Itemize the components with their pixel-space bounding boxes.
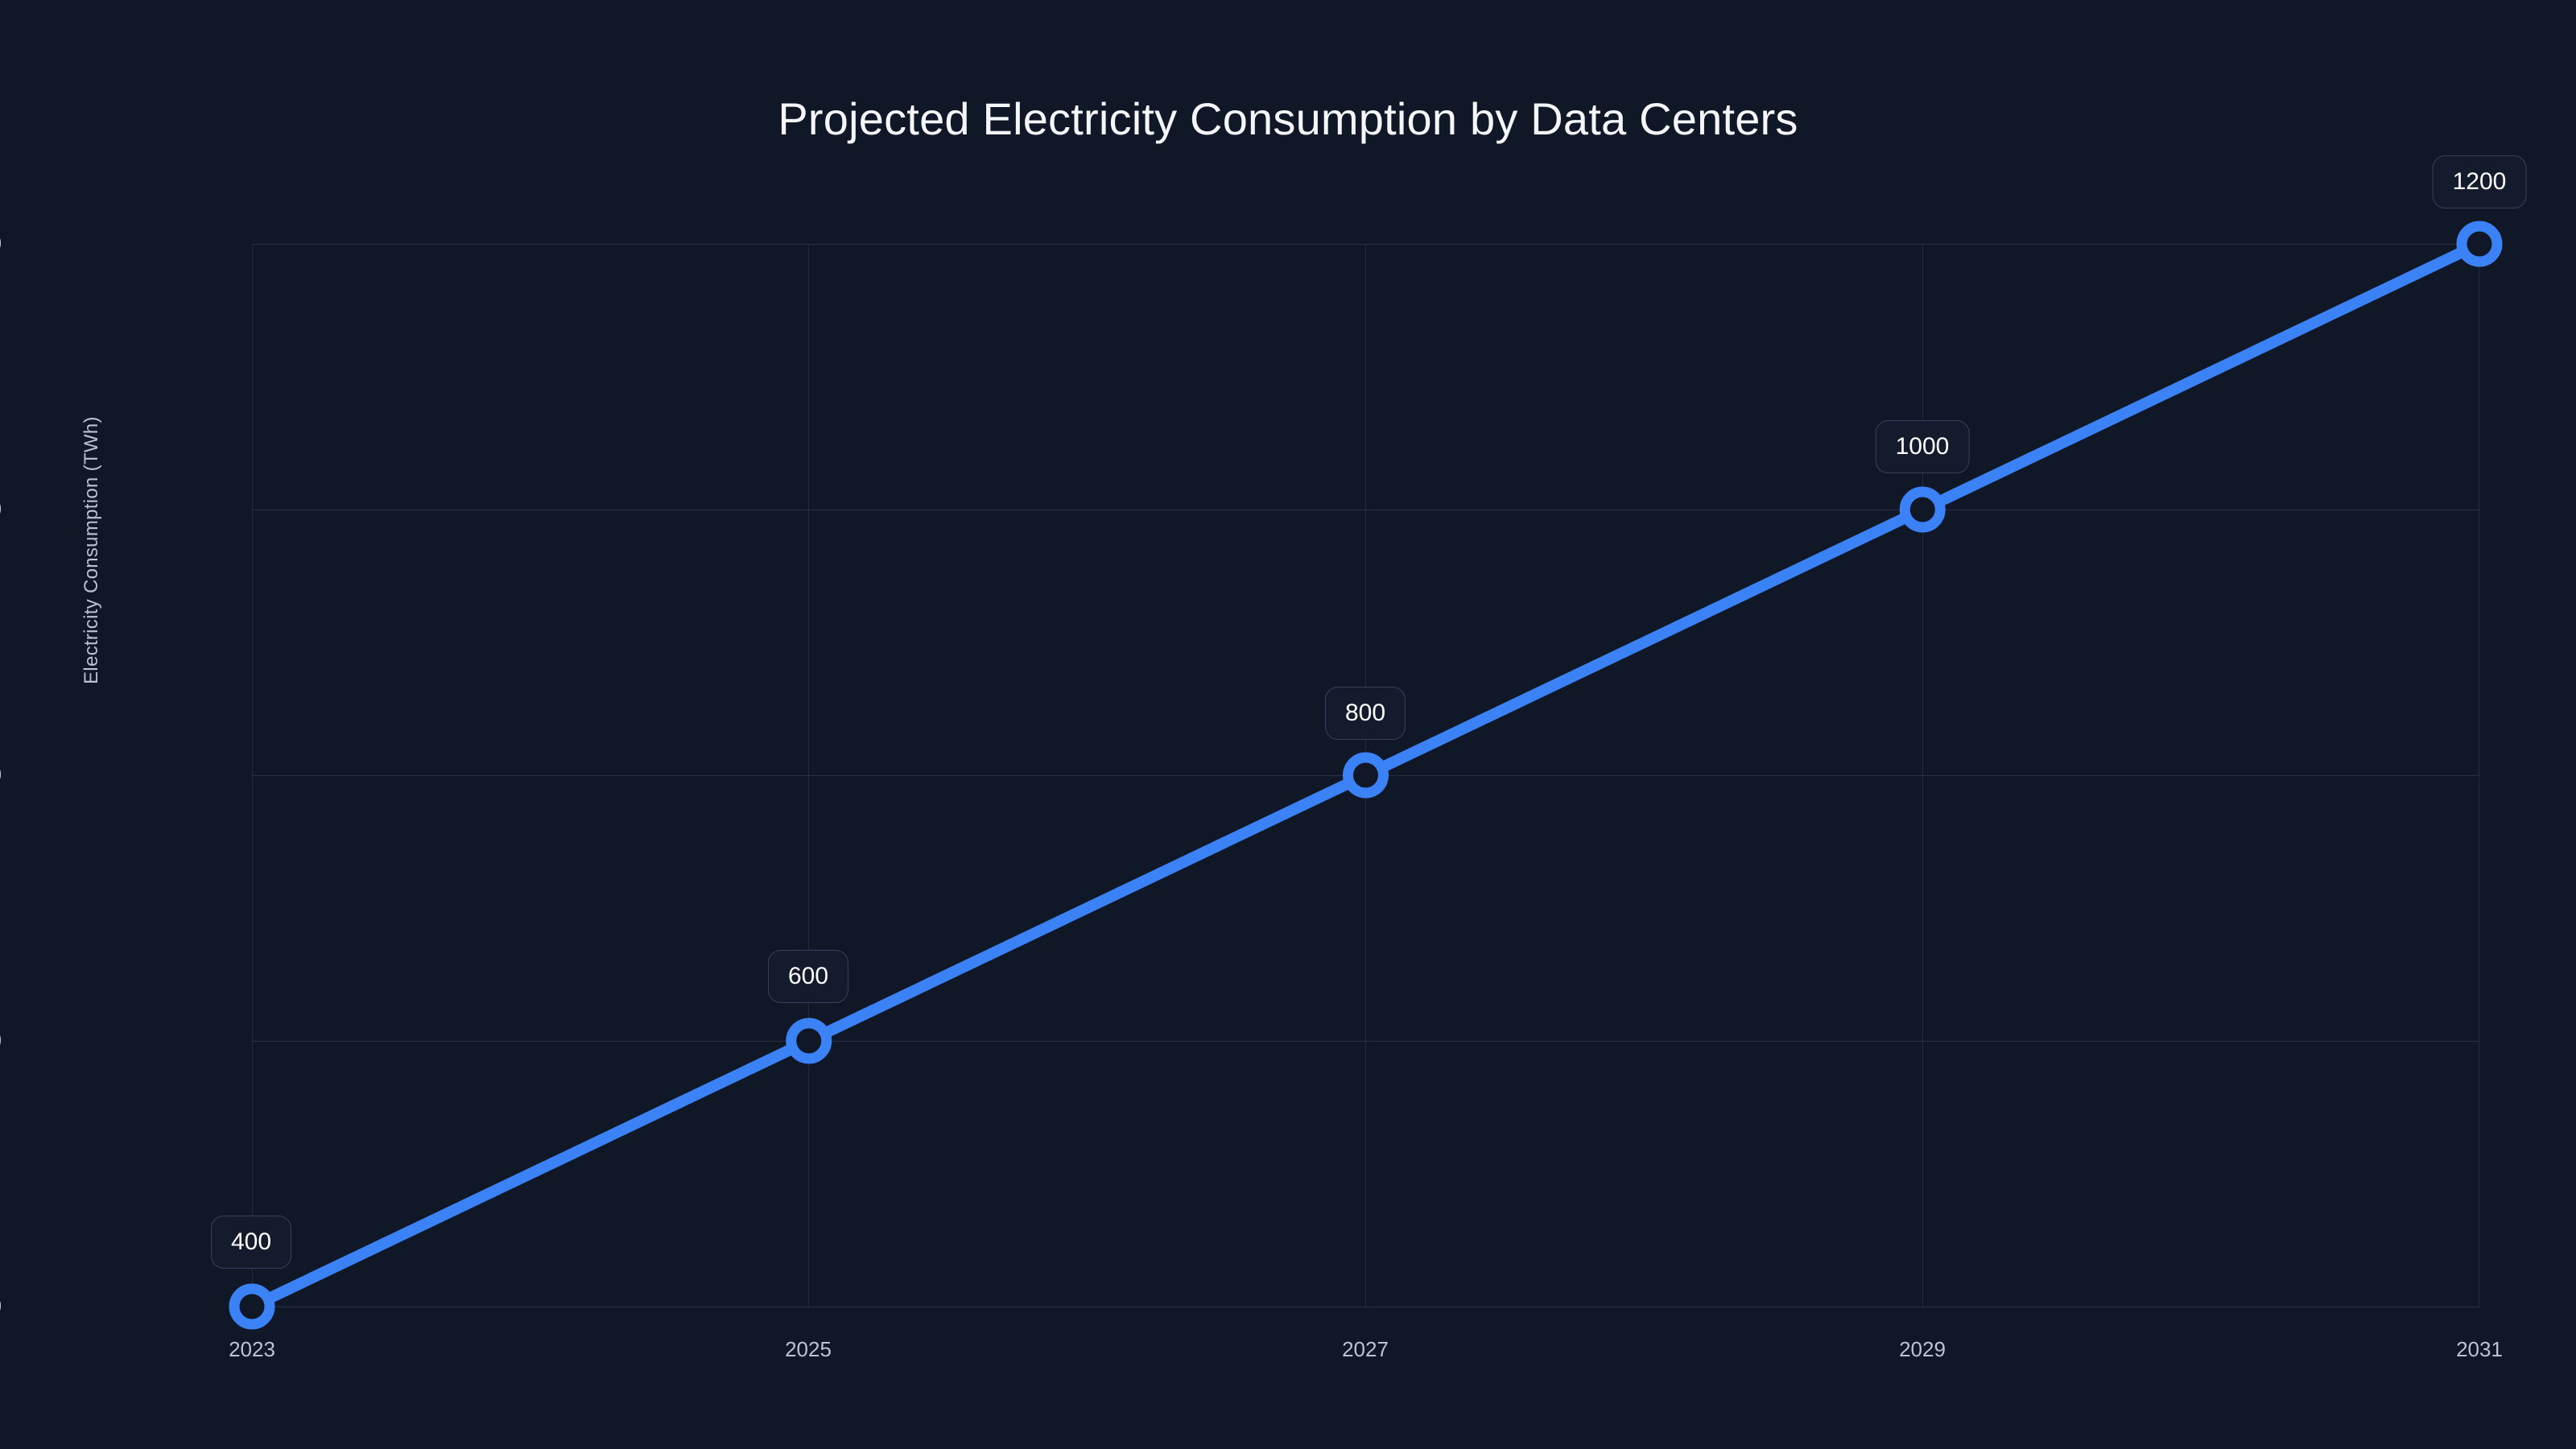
x-tick-label-2023: 2023 [229, 1337, 275, 1361]
gridline-vertical-2023 [252, 244, 253, 1307]
data-point-label-2029: 1000 [1875, 420, 1970, 473]
gridline-vertical-2025 [808, 244, 809, 1307]
y-tick-label-1000: 1,000 [0, 500, 2, 520]
data-point-label-2025: 600 [767, 950, 849, 1003]
x-tick-label-2027: 2027 [1342, 1337, 1389, 1361]
y-tick-label-600: 600 [0, 1031, 2, 1051]
x-tick-label-2031: 2031 [2456, 1337, 2503, 1361]
y-tick-label-1200: 1,200 [0, 234, 2, 254]
gridline-vertical-2027 [1365, 244, 1366, 1307]
data-point-label-2023: 400 [210, 1216, 292, 1269]
data-point-label-2027: 800 [1324, 687, 1406, 740]
y-tick-label-800: 800 [0, 766, 2, 786]
x-tick-label-2029: 2029 [1899, 1337, 1946, 1361]
plot-area [252, 244, 2479, 1307]
data-point-label-2031: 1200 [2432, 155, 2527, 208]
x-tick-label-2025: 2025 [785, 1337, 832, 1361]
y-tick-label-400: 400 [0, 1297, 2, 1317]
chart-title: Projected Electricity Consumption by Dat… [778, 93, 1798, 144]
gridline-vertical-2029 [1922, 244, 1923, 1307]
y-axis-title: Electricity Consumption (TWh) [80, 416, 102, 684]
